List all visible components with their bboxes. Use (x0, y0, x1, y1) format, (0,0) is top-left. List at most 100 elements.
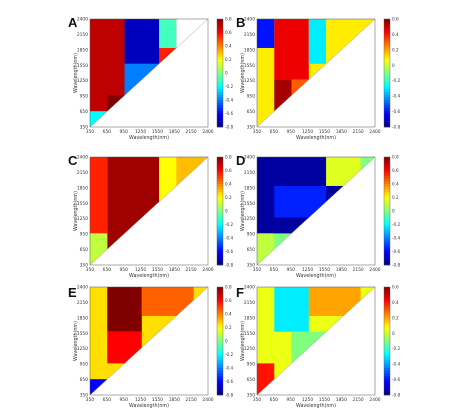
colorbar: 0.8 0.6 0.4 0.2 0 -0.2 -0.4 -0.6 -0.8 (216, 17, 234, 130)
colorbar-segment (384, 165, 390, 169)
colorbar-tick-label: 0.4 (225, 44, 232, 49)
x-tick-label: 2400 (369, 397, 380, 403)
x-tick-label: 2150 (186, 397, 197, 403)
x-tick-label: 1850 (336, 129, 347, 135)
y-tick-label: 1850 (77, 315, 88, 321)
x-tick-label: 1550 (152, 267, 163, 273)
colorbar-tick-label: 0.8 (225, 155, 232, 160)
plot-frame (256, 18, 376, 128)
colorbar-segment (384, 73, 390, 76)
panel-label: E (68, 285, 77, 300)
colorbar-segment (384, 75, 390, 79)
colorbar-segment (217, 59, 223, 63)
colorbar-segment (217, 102, 223, 106)
colorbar-segment (384, 200, 390, 204)
colorbar-tick-label: -0.4 (392, 94, 401, 99)
colorbar-segment (217, 89, 223, 93)
y-tick-label: 1550 (77, 331, 88, 337)
colorbar-segment (384, 162, 390, 166)
colorbar-segment (384, 202, 390, 206)
colorbar-segment (217, 368, 223, 371)
colorbar-tick-label: 0 (225, 339, 228, 344)
colorbar-segment (384, 62, 390, 66)
colorbar-tick-label: -0.4 (392, 236, 401, 241)
colorbar-segment (217, 332, 223, 336)
colorbar-segment (217, 319, 223, 323)
colorbar-segment (217, 197, 223, 201)
y-tick-label: 650 (80, 377, 89, 383)
colorbar-segment (384, 170, 390, 174)
colorbar-segment (384, 314, 390, 317)
colorbar-segment (384, 287, 390, 290)
colorbar-segment (384, 159, 390, 163)
colorbar-segment (217, 338, 223, 342)
colorbar-segment (384, 373, 390, 377)
colorbar-segment (217, 67, 223, 71)
x-tick-label: 2400 (369, 267, 380, 273)
colorbar-segment (217, 208, 223, 212)
panel-label: A (68, 15, 78, 30)
colorbar-segment (384, 124, 390, 128)
colorbar-segment (384, 227, 390, 231)
x-tick-label: 1250 (135, 397, 146, 403)
heatmap-cell (274, 287, 309, 332)
x-axis-label: Wavelength(nm) (129, 403, 169, 409)
colorbar-segment (384, 346, 390, 350)
heatmap-cell (274, 185, 327, 218)
colorbar-segment (384, 189, 390, 193)
colorbar-segment (217, 243, 223, 247)
colorbar-segment (217, 346, 223, 350)
colorbar-segment (384, 21, 390, 25)
colorbar-tick-label: 0.6 (392, 168, 399, 173)
colorbar-tick-label: -0.8 (392, 393, 401, 398)
colorbar-segment (384, 97, 390, 101)
x-tick-label: 1250 (135, 267, 146, 273)
colorbar-segment (384, 292, 390, 296)
colorbar-segment (217, 246, 223, 250)
x-tick-label: 1550 (319, 397, 330, 403)
colorbar-segment (217, 37, 223, 41)
colorbar-segment (217, 300, 223, 304)
colorbar-segment (217, 205, 223, 209)
x-tick-label: 350 (253, 129, 262, 135)
heatmap-cell (274, 19, 309, 80)
colorbar-segment (384, 211, 390, 214)
colorbar-segment (217, 81, 223, 85)
colorbar-segment (384, 213, 390, 217)
colorbar-segment (217, 224, 223, 228)
y-tick-label: 1850 (244, 47, 255, 53)
colorbar-segment (217, 308, 223, 312)
colorbar-segment (384, 238, 390, 241)
colorbar-segment (217, 303, 223, 307)
y-tick-label: 1550 (244, 201, 255, 207)
colorbar-segment (384, 224, 390, 228)
colorbar-segment (384, 359, 390, 363)
x-tick-label: 2400 (369, 129, 380, 135)
x-axis-label: Wavelength(nm) (296, 135, 336, 141)
colorbar-segment (217, 259, 223, 263)
colorbar-segment (384, 316, 390, 320)
y-tick-label: 1550 (77, 63, 88, 69)
heatmap-cell (308, 287, 361, 316)
colorbar-tick-label: -0.6 (225, 249, 234, 254)
colorbar-segment (384, 167, 390, 171)
colorbar-segment (217, 229, 223, 233)
colorbar-segment (384, 91, 390, 95)
y-tick-label: 2400 (77, 17, 88, 23)
y-tick-label: 1250 (244, 346, 255, 352)
y-tick-label: 950 (247, 362, 256, 368)
colorbar-tick-label: -0.4 (392, 362, 401, 367)
colorbar-tick-label: -0.8 (225, 125, 234, 130)
colorbar: 0.8 0.6 0.4 0.2 0 -0.2 -0.4 -0.6 -0.8 (216, 155, 234, 268)
colorbar-segment (217, 110, 223, 114)
colorbar-tick-label: 0 (392, 63, 395, 68)
colorbar-segment (384, 192, 390, 196)
y-axis-label: Wavelength(nm) (240, 321, 246, 361)
x-tick-label: 1250 (302, 397, 313, 403)
colorbar-segment (217, 124, 223, 128)
colorbar-segment (217, 35, 223, 39)
colorbar-segment (217, 118, 223, 122)
x-tick-label: 2150 (186, 129, 197, 135)
y-tick-label: 1250 (77, 346, 88, 352)
colorbar-segment (384, 305, 390, 309)
